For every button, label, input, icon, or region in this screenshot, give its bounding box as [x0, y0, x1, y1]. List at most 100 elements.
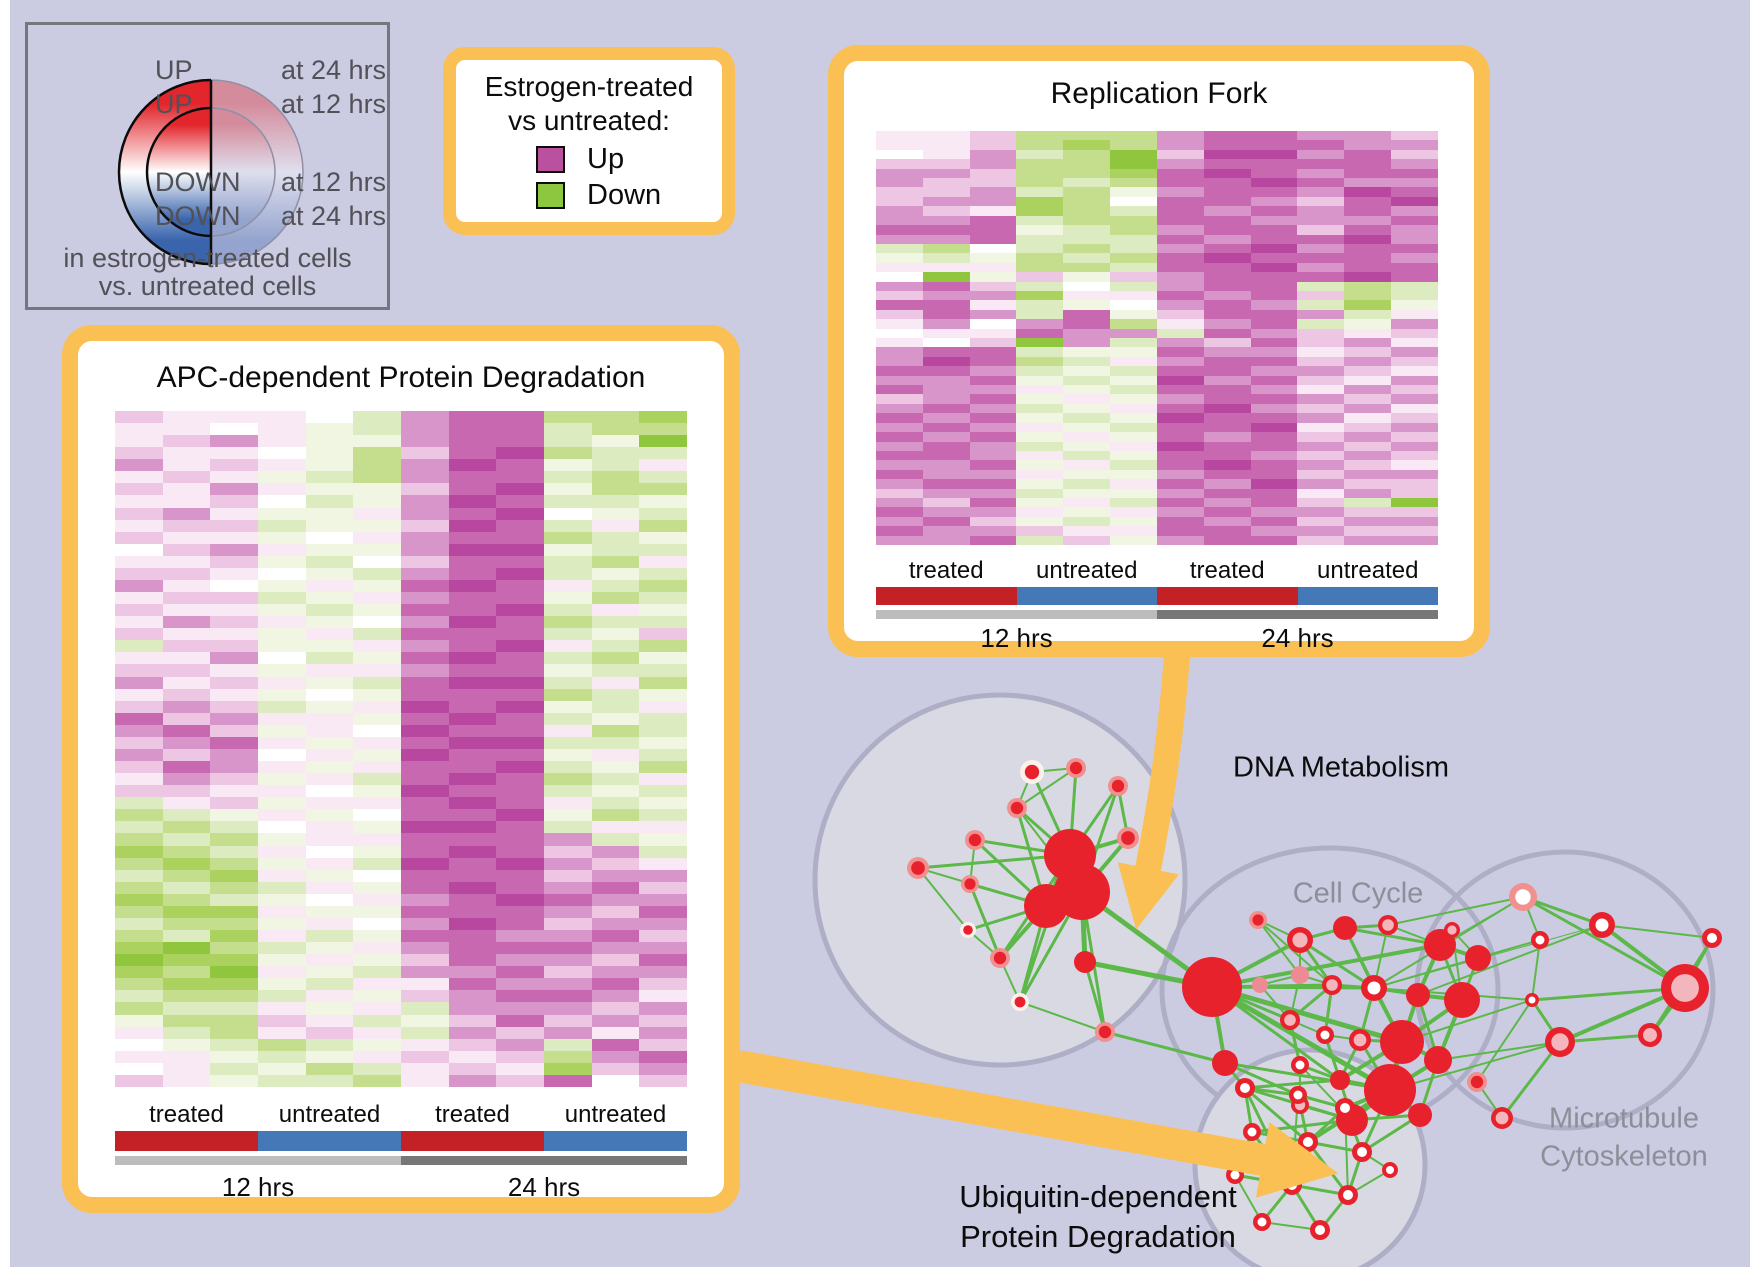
heatmap-cell — [1063, 206, 1111, 216]
heatmap-cell — [1016, 272, 1064, 282]
heatmap-cell — [401, 676, 449, 689]
heatmap-cell — [1391, 469, 1438, 480]
heatmap-cell — [1250, 385, 1298, 395]
heatmap-cell — [1063, 187, 1111, 197]
network-node-center — [1367, 981, 1381, 995]
heatmap-cell — [115, 809, 163, 822]
treated-bar-segment — [401, 1131, 544, 1151]
heatmap-cell — [210, 761, 258, 774]
heatmap-cell — [1110, 309, 1157, 320]
heatmap-cell — [1016, 225, 1064, 235]
heatmap-cell — [922, 290, 970, 301]
page-margin-left — [0, 0, 10, 1279]
heatmap-cell — [922, 206, 970, 216]
heatmap-cell — [305, 616, 354, 629]
heatmap-cell — [1297, 413, 1345, 423]
heatmap-cell — [876, 460, 923, 470]
heatmap-cell — [353, 978, 401, 991]
heatmap-cell — [639, 954, 687, 967]
heatmap-cell — [210, 447, 258, 460]
network-edge — [1530, 986, 1687, 1002]
heatmap-cell — [162, 604, 211, 617]
down-12-time: at 12 hrs — [281, 167, 387, 197]
heatmap-cell — [305, 954, 354, 967]
heatmap-cell — [1156, 413, 1204, 423]
heatmap-cell — [1110, 460, 1157, 470]
heatmap-cell — [162, 447, 211, 460]
heatmap-cell — [876, 432, 923, 442]
heatmap-cell — [1297, 535, 1345, 545]
heatmap-cell — [1297, 488, 1345, 498]
heatmap-cell — [353, 857, 401, 870]
heatmap-cell — [162, 507, 211, 520]
heatmap-cell — [496, 1038, 544, 1051]
heatmap-cell — [305, 592, 354, 605]
heatmap-cell — [639, 773, 687, 786]
updown-gradient-circles — [117, 78, 304, 266]
heatmap-cell — [1063, 488, 1111, 498]
heatmap-cell — [353, 990, 401, 1003]
heatmap-cell — [1156, 441, 1204, 451]
network-edge — [1387, 896, 1524, 926]
heatmap-cell — [544, 507, 592, 520]
heatmap-cell — [448, 664, 497, 677]
heatmap-cell — [353, 447, 401, 460]
heatmap-cell — [1110, 253, 1157, 263]
heatmap-cell — [258, 869, 306, 882]
heatmap-cell — [401, 1002, 449, 1015]
heatmap-cell — [496, 1002, 544, 1015]
heatmap-cell — [591, 869, 640, 882]
heatmap-cell — [544, 845, 592, 858]
heatmap-cell — [210, 809, 258, 822]
heatmap-cell — [115, 555, 163, 568]
heatmap-cell — [448, 869, 497, 882]
heatmap-cell — [115, 507, 163, 520]
heatmap-cell — [1203, 225, 1251, 235]
heatmap-cell — [1391, 450, 1438, 461]
heatmap-cell — [1344, 309, 1392, 320]
heatmap-cell — [1344, 290, 1392, 301]
heatmap-cell — [969, 347, 1017, 357]
heatmap-cell — [210, 507, 258, 520]
heatmap-cell — [639, 604, 687, 617]
heatmap-cell — [1016, 413, 1064, 423]
heatmap-cell — [448, 724, 497, 737]
heatmap-cell — [1016, 262, 1064, 273]
heatmap-cell — [258, 1002, 306, 1015]
network-node-center — [1643, 1028, 1657, 1042]
network-node-center — [1447, 925, 1457, 935]
heatmap-cell — [1110, 159, 1157, 169]
heatmap-cell — [1156, 168, 1204, 179]
heatmap-cell — [969, 441, 1017, 451]
heatmap-cell — [591, 459, 640, 472]
heatmap-cell — [1250, 187, 1298, 197]
heatmap-cell — [1250, 347, 1298, 357]
heatmap-cell — [305, 966, 354, 979]
heatmap-cell — [1250, 375, 1298, 386]
network-node-center — [1326, 979, 1338, 991]
heatmap-cell — [639, 579, 687, 593]
heatmap-cell — [1250, 140, 1298, 150]
heatmap-cell — [922, 422, 970, 433]
heatmap-cell — [162, 724, 211, 737]
heatmap-cell — [876, 535, 923, 545]
heatmap-cell — [1203, 178, 1251, 188]
heatmap-cell — [401, 459, 449, 472]
heatmap-cell — [1250, 215, 1298, 226]
heatmap-cell — [353, 797, 401, 810]
heatmap-cell — [544, 773, 592, 786]
heatmap-cell — [496, 664, 544, 677]
heatmap-cell — [210, 411, 258, 424]
heatmap-cell — [401, 579, 449, 593]
heatmap-cell — [1016, 196, 1064, 207]
heatmap-cell — [1344, 422, 1392, 433]
heatmap-cell — [639, 990, 687, 1003]
network-node — [1182, 957, 1242, 1017]
heatmap-cell — [639, 688, 687, 701]
heatmap-cell — [1344, 441, 1392, 451]
heatmap-cell — [922, 319, 970, 329]
heatmap-cell — [1391, 375, 1438, 386]
heatmap-cell — [1203, 234, 1251, 244]
network-node-center — [1293, 1090, 1303, 1100]
heatmap-cell — [591, 435, 640, 448]
